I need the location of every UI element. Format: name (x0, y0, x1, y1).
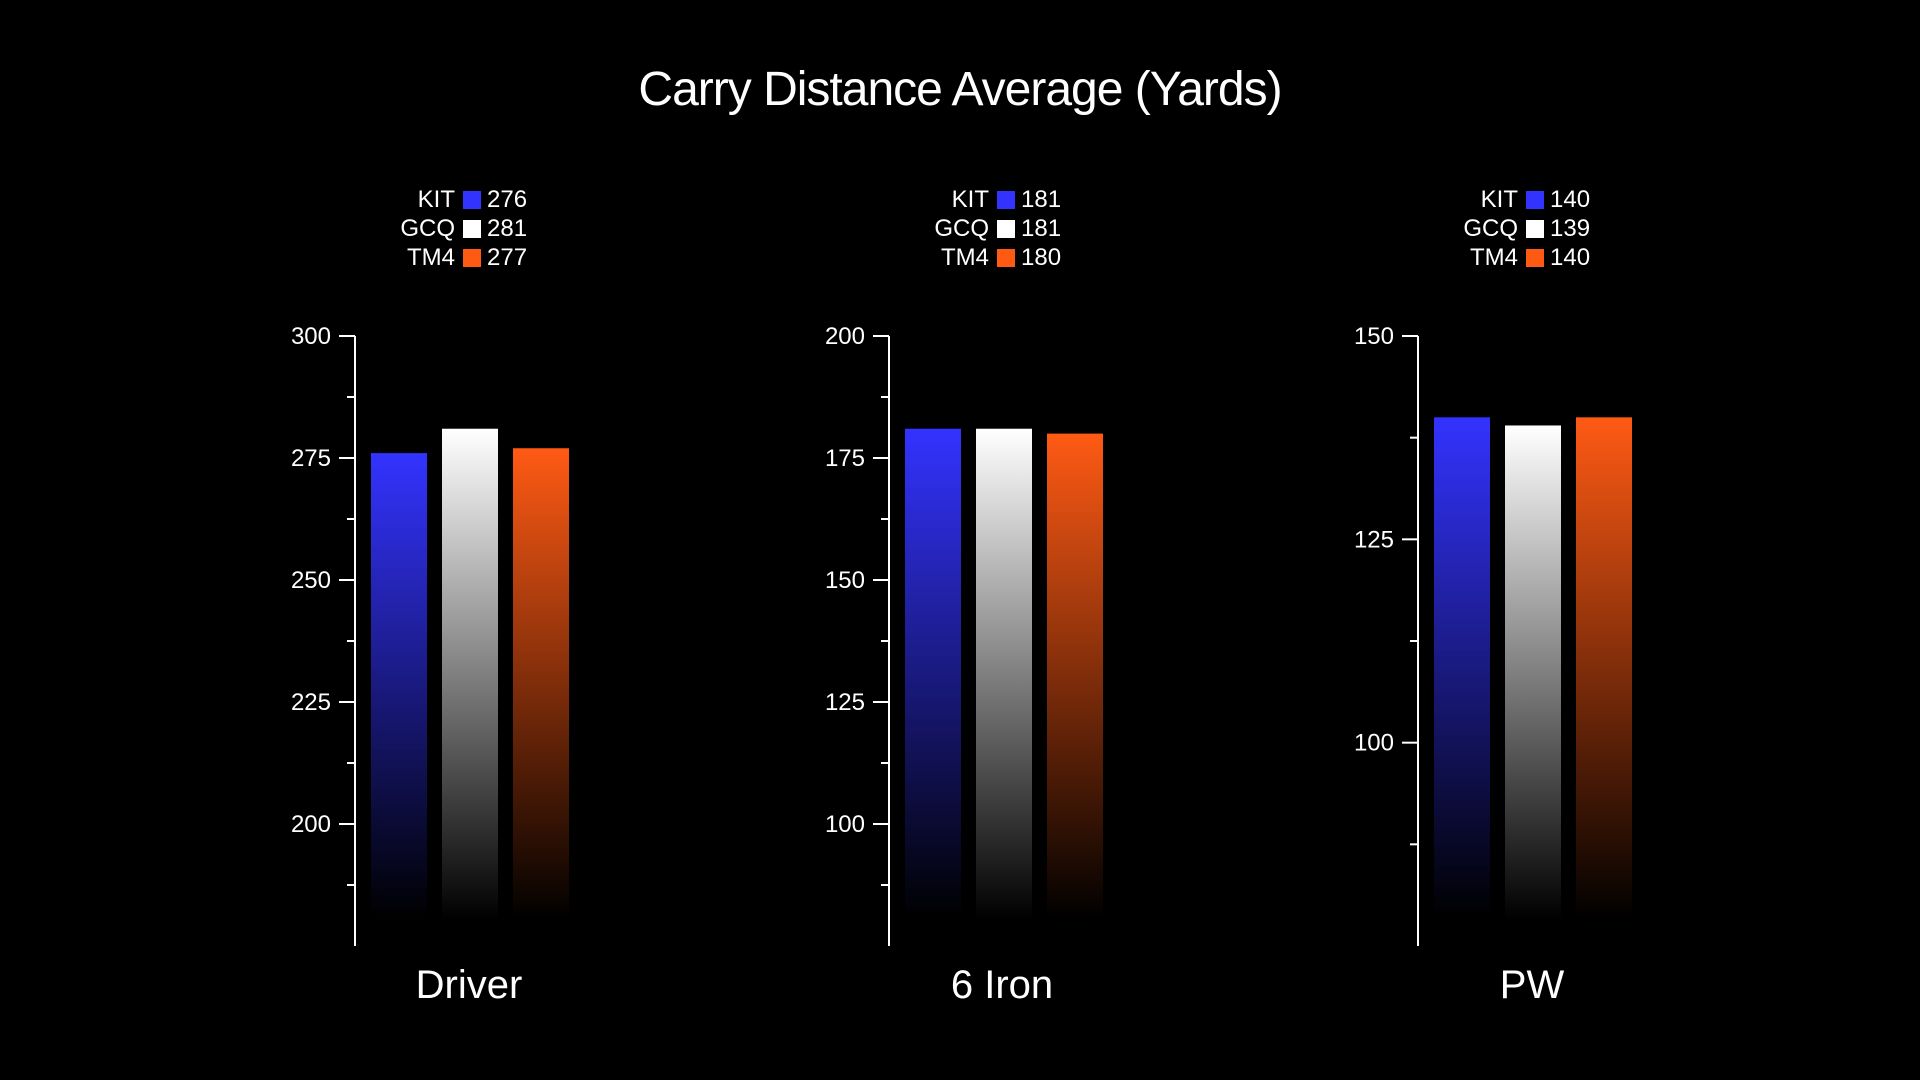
legend-series-name: KIT (1480, 186, 1518, 213)
legend-swatch (997, 248, 1015, 267)
panel-label: PW (1500, 963, 1565, 1007)
legend-value: 276 (487, 186, 528, 213)
legend-swatch (463, 248, 481, 267)
legend-row: TM4 180 (899, 243, 1081, 272)
legend-swatch (463, 219, 481, 238)
bar-kit (371, 453, 427, 920)
y-tick-label: 250 (291, 567, 331, 594)
bar-kit (1434, 417, 1490, 920)
panel-label: Driver (416, 963, 523, 1007)
y-tick-label: 150 (825, 567, 865, 594)
legend-row: KIT 140 (1428, 185, 1610, 214)
legend-series-name: TM4 (1470, 244, 1518, 271)
panel-legend: KIT 140 GCQ 139 TM4 140 (1428, 185, 1610, 272)
legend-row: GCQ 281 (365, 214, 547, 243)
legend-series-name: GCQ (1463, 215, 1518, 242)
y-tick-label: 150 (1354, 323, 1394, 350)
y-tick-label: 200 (291, 811, 331, 838)
legend-row: GCQ 181 (899, 214, 1081, 243)
y-tick-label: 125 (825, 689, 865, 716)
y-tick-label: 125 (1354, 526, 1394, 553)
legend-value: 139 (1550, 215, 1591, 242)
panel-label: 6 Iron (951, 963, 1053, 1007)
legend-series-name: GCQ (934, 215, 989, 242)
legend-series-name: GCQ (400, 215, 455, 242)
legend-value: 281 (487, 215, 528, 242)
legend-swatch (1526, 190, 1544, 209)
legend-value: 180 (1021, 244, 1062, 271)
legend-swatch (1526, 248, 1544, 267)
legend-series-name: TM4 (941, 244, 989, 271)
y-tick-label: 100 (1354, 730, 1394, 757)
bar-gcq (442, 428, 498, 920)
panel-legend: KIT 181 GCQ 181 TM4 180 (899, 185, 1081, 272)
chart-title: Carry Distance Average (Yards) (638, 63, 1282, 116)
legend-row: KIT 276 (365, 185, 547, 214)
bar-tm4 (513, 448, 569, 920)
legend-row: TM4 140 (1428, 243, 1610, 272)
y-tick-label: 275 (291, 445, 331, 472)
panel-legend: KIT 276 GCQ 281 TM4 277 (365, 185, 547, 272)
legend-value: 181 (1021, 215, 1062, 242)
legend-swatch (997, 219, 1015, 238)
bar-tm4 (1576, 417, 1632, 920)
y-tick-label: 100 (825, 811, 865, 838)
bar-gcq (976, 428, 1032, 920)
legend-series-name: KIT (951, 186, 989, 213)
legend-swatch (463, 190, 481, 209)
y-tick-label: 225 (291, 689, 331, 716)
legend-value: 277 (487, 244, 528, 271)
legend-row: TM4 277 (365, 243, 547, 272)
bar-tm4 (1047, 433, 1103, 920)
y-tick-label: 200 (825, 323, 865, 350)
legend-swatch (1526, 219, 1544, 238)
bar-gcq (1505, 425, 1561, 920)
legend-row: KIT 181 (899, 185, 1081, 214)
legend-swatch (997, 190, 1015, 209)
legend-series-name: TM4 (407, 244, 455, 271)
bar-kit (905, 428, 961, 920)
legend-value: 181 (1021, 186, 1062, 213)
legend-value: 140 (1550, 244, 1591, 271)
legend-row: GCQ 139 (1428, 214, 1610, 243)
legend-series-name: KIT (417, 186, 455, 213)
y-tick-label: 300 (291, 323, 331, 350)
y-tick-label: 175 (825, 445, 865, 472)
legend-value: 140 (1550, 186, 1591, 213)
